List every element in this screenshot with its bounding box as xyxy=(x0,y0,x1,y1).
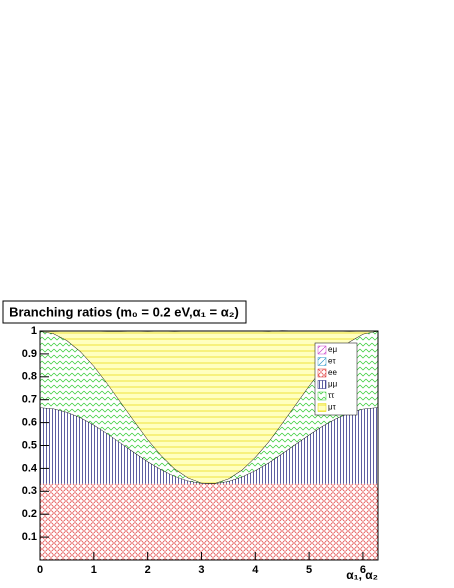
y-tick-label: 0.6 xyxy=(22,417,37,429)
y-tick-label: 0.9 xyxy=(22,348,37,360)
x-tick-label: 2 xyxy=(145,564,151,576)
y-tick-label: 0.1 xyxy=(22,531,37,543)
legend-swatch xyxy=(317,380,327,389)
y-tick-label: 0.8 xyxy=(22,371,37,383)
x-tick-label: 1 xyxy=(91,564,97,576)
y-tick-label: 0.3 xyxy=(22,485,37,497)
x-tick-label: 5 xyxy=(306,564,312,576)
x-tick-label: 4 xyxy=(252,564,259,576)
legend-label: μμ xyxy=(328,380,338,389)
area xyxy=(40,331,378,484)
chart-title: Branching ratios (m₀ = 0.2 eV,α₁ = α₂) xyxy=(9,304,239,319)
y-tick-label: 0.5 xyxy=(22,439,37,451)
legend-label: μτ xyxy=(328,403,337,412)
legend-label: eτ xyxy=(328,357,336,366)
area xyxy=(40,483,378,560)
x-tick-label: 6 xyxy=(360,564,366,576)
area xyxy=(40,330,378,484)
y-tick-label: 1 xyxy=(31,325,37,337)
legend-swatch xyxy=(317,345,327,355)
legend-swatch xyxy=(317,368,327,378)
x-tick-label: 0 xyxy=(37,564,43,576)
legend-swatch xyxy=(317,391,327,401)
legend-box xyxy=(314,342,358,416)
title-box xyxy=(2,300,247,324)
y-tick-label: 0.2 xyxy=(22,508,37,520)
y-tick-label: 0.7 xyxy=(22,394,37,406)
legend-swatch xyxy=(317,403,327,412)
legend-label: ττ xyxy=(328,391,335,400)
area xyxy=(40,407,378,484)
y-tick-label: 0.4 xyxy=(22,462,38,474)
legend-label: eμ xyxy=(328,345,337,354)
x-tick-label: 3 xyxy=(198,564,204,576)
legend-label: ee xyxy=(328,368,337,377)
x-axis-label: α₁, α₂ xyxy=(346,568,378,582)
legend-swatch xyxy=(317,357,327,366)
